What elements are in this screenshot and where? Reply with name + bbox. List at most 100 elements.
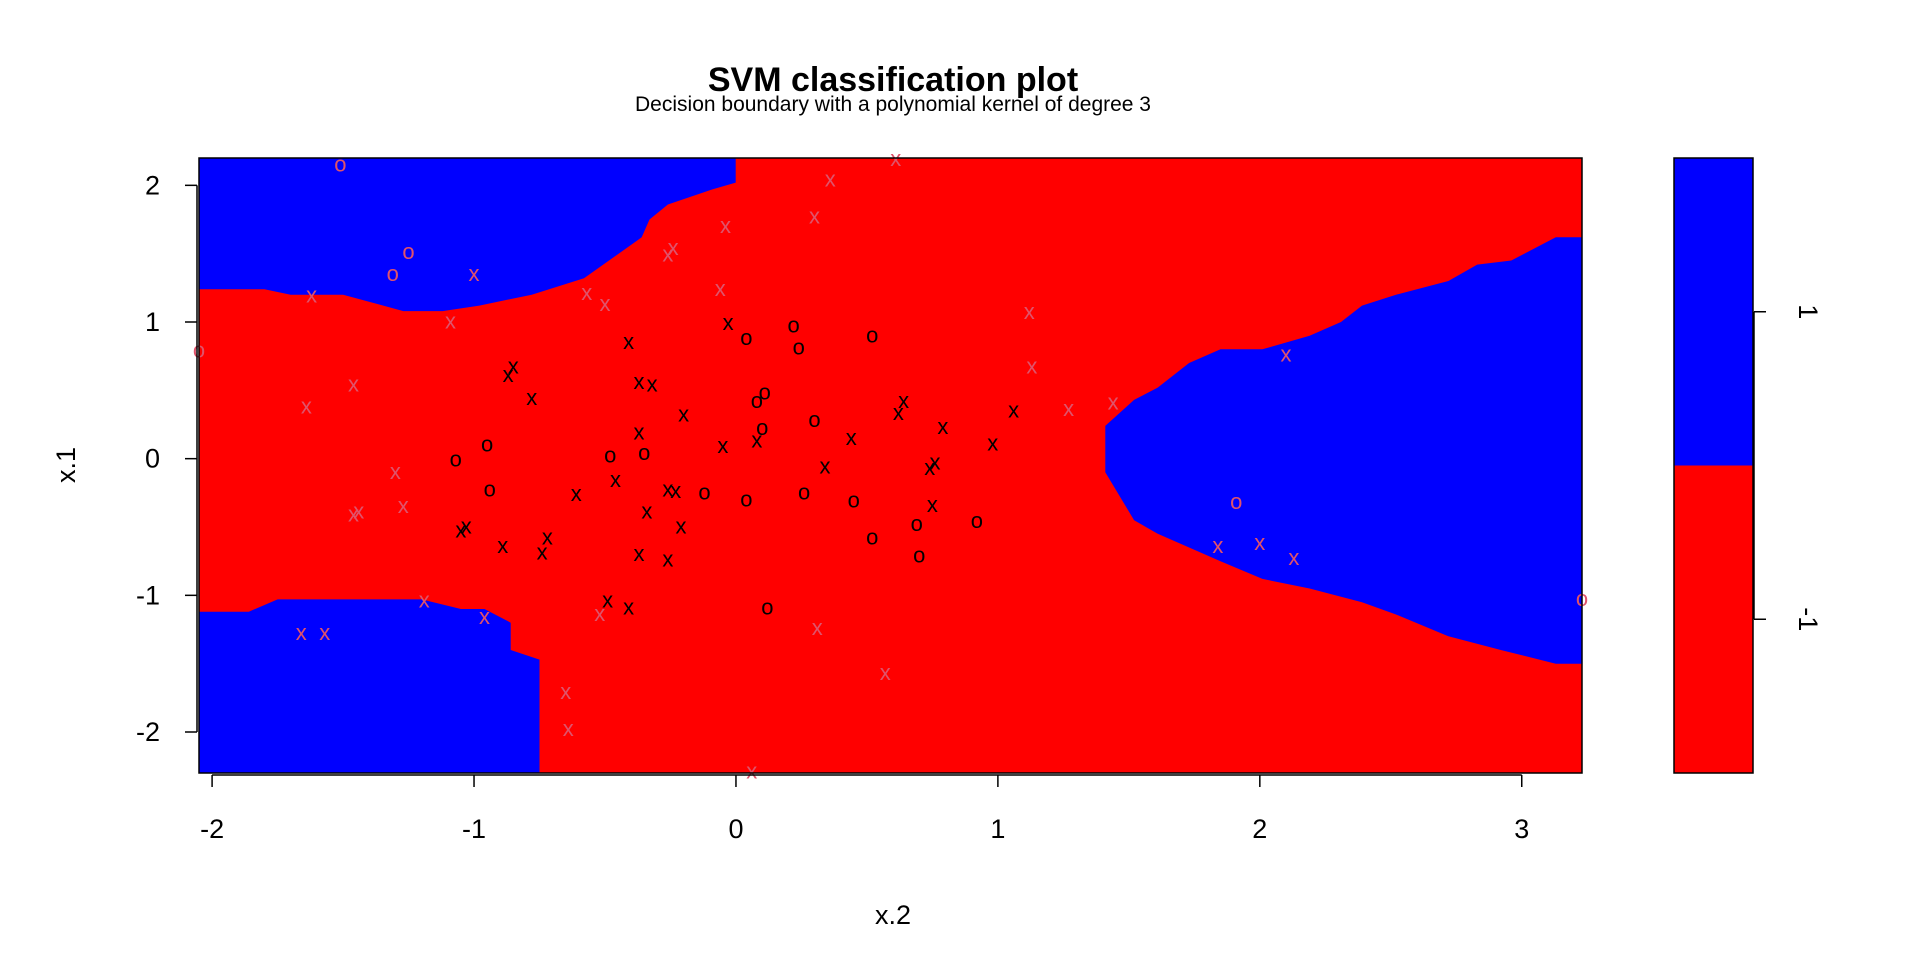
- x-axis: -2 -1 0 1 2 3: [200, 774, 1529, 844]
- x-tick-label: 2: [1252, 814, 1267, 844]
- cross-point: x: [825, 167, 836, 192]
- circle-point: o: [808, 407, 820, 432]
- cross-point: x: [634, 419, 645, 444]
- cross-point: x: [634, 541, 645, 566]
- cross-point: x: [301, 393, 312, 418]
- cross-point: x: [610, 467, 621, 492]
- cross-point: x: [717, 433, 728, 458]
- x-tick-label: 3: [1514, 814, 1529, 844]
- decision-regions: [199, 158, 1582, 773]
- chart-title: SVM classification plot: [708, 61, 1078, 99]
- cross-point: x: [937, 414, 948, 439]
- legend: 1 -1: [1673, 157, 1823, 774]
- cross-point: x: [348, 372, 359, 397]
- cross-point: x: [1063, 396, 1074, 421]
- cross-point: x: [880, 660, 891, 685]
- cross-point: x: [662, 546, 673, 571]
- cross-point: x: [319, 620, 330, 645]
- cross-point: x: [1108, 389, 1119, 414]
- cross-point: x: [662, 242, 673, 267]
- cross-point: x: [678, 402, 689, 427]
- cross-point: x: [563, 716, 574, 741]
- cross-point: x: [581, 280, 592, 305]
- circle-point: o: [787, 313, 799, 338]
- cross-point: x: [647, 372, 658, 397]
- cross-point: x: [600, 291, 611, 316]
- chart-subtitle: Decision boundary with a polynomial kern…: [635, 93, 1151, 116]
- circle-point: o: [387, 261, 399, 286]
- cross-point: x: [560, 679, 571, 704]
- cross-point: x: [723, 310, 734, 335]
- cross-point: x: [306, 283, 317, 308]
- cross-point: x: [924, 455, 935, 480]
- circle-point: o: [913, 542, 925, 567]
- cross-point: x: [398, 493, 409, 518]
- cross-point: x: [1212, 533, 1223, 558]
- cross-point: x: [927, 492, 938, 517]
- circle-point: o: [402, 239, 414, 264]
- legend-label: -1: [1793, 607, 1823, 631]
- circle-point: o: [759, 380, 771, 405]
- circle-point: o: [798, 480, 810, 505]
- cross-point: x: [537, 540, 548, 565]
- cross-point: x: [508, 354, 519, 379]
- cross-point: x: [1024, 299, 1035, 324]
- x-tick-label: 0: [728, 814, 743, 844]
- cross-point: x: [809, 203, 820, 228]
- circle-point: o: [638, 440, 650, 465]
- cross-point: x: [1008, 398, 1019, 423]
- circle-point: o: [751, 388, 763, 413]
- cross-point: x: [296, 620, 307, 645]
- y-tick-label: 0: [145, 444, 160, 474]
- legend-label: 1: [1793, 304, 1823, 319]
- legend-frame: [1673, 157, 1754, 774]
- circle-point: o: [756, 415, 768, 440]
- y-tick-label: -1: [136, 580, 160, 610]
- x-axis-label: x.2: [875, 900, 911, 930]
- y-tick-label: 1: [145, 307, 160, 337]
- cross-point: x: [390, 459, 401, 484]
- x-tick-label: -2: [200, 814, 224, 844]
- cross-point: x: [812, 615, 823, 640]
- x-tick-label: 1: [990, 814, 1005, 844]
- cross-point: x: [1288, 545, 1299, 570]
- cross-point: x: [720, 213, 731, 238]
- cross-point: x: [526, 385, 537, 410]
- circle-point: o: [484, 477, 496, 502]
- cross-point: x: [1254, 530, 1265, 555]
- cross-point: x: [715, 276, 726, 301]
- cross-point: x: [503, 362, 514, 387]
- decision-region-class-pos1-1: [199, 599, 540, 773]
- circle-point: o: [604, 443, 616, 468]
- decision-region-class-pos1-2: [1105, 237, 1582, 664]
- cross-point: x: [898, 388, 909, 413]
- cross-point: x: [668, 235, 679, 260]
- circle-point: o: [450, 447, 462, 472]
- cross-point: x: [820, 454, 831, 479]
- circle-point: o: [866, 525, 878, 550]
- circle-point: o: [740, 486, 752, 511]
- cross-point: x: [641, 499, 652, 524]
- legend-swatch-neg1: [1674, 465, 1753, 773]
- circle-point: o: [1230, 489, 1242, 514]
- cross-point: x: [571, 481, 582, 506]
- cross-point: x: [594, 601, 605, 626]
- circle-point: o: [740, 325, 752, 350]
- circle-point: o: [911, 511, 923, 536]
- circle-point: o: [971, 508, 983, 533]
- cross-point: x: [634, 369, 645, 394]
- cross-point: x: [602, 587, 613, 612]
- circle-point: o: [866, 322, 878, 347]
- cross-point: x: [542, 525, 553, 550]
- plot-frame: [198, 157, 1583, 774]
- cross-point: x: [987, 430, 998, 455]
- x-tick-label: -1: [462, 814, 486, 844]
- circle-point: o: [481, 432, 493, 457]
- circle-point: o: [334, 152, 346, 177]
- cross-point: x: [419, 587, 430, 612]
- cross-point: x: [623, 594, 634, 619]
- cross-point: x: [1026, 354, 1037, 379]
